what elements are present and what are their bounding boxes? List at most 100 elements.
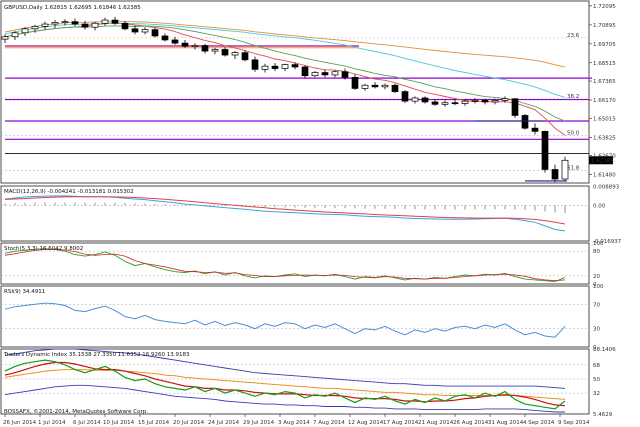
- bear-candle-body: [421, 97, 429, 103]
- candle: [281, 63, 289, 71]
- bull-candle-body: [261, 65, 269, 70]
- bear-candle-body: [481, 99, 489, 103]
- candle: [481, 98, 489, 105]
- bull-candle-body: [91, 22, 99, 28]
- price-axis: 1.72095 1.70895 1.69705 1.68515 1.67365 1.661…: [589, 4, 616, 179]
- ma-long-line: [4, 20, 566, 68]
- time-tick-label: 29 Jul 2014: [243, 420, 275, 426]
- bear-candle-body: [401, 91, 409, 102]
- price-tick-label: 1.61480: [593, 173, 616, 179]
- bull-candle-body: [51, 22, 59, 25]
- bear-candle-body: [81, 23, 89, 28]
- bear-candle-body: [341, 71, 349, 78]
- candle: [271, 62, 279, 71]
- bear-candle-body: [201, 45, 209, 52]
- bear-candle-body: [271, 65, 279, 69]
- time-tick-label: 12 Aug 2014: [348, 420, 384, 426]
- candlesticks: [1, 16, 569, 183]
- candle: [381, 83, 389, 90]
- candle: [151, 28, 159, 38]
- tdi-tick-label: 50: [593, 377, 600, 383]
- macd-title: MACD(12,26,9) -0.004241 -0.013181 0.0153…: [4, 189, 134, 195]
- candle: [61, 19, 69, 26]
- rsi-title: RSI(9) 34.4911: [4, 289, 45, 295]
- time-tick-label: 15 Jul 2014: [138, 420, 170, 426]
- tdi-axis: 88.1406 68 50 32 5.4629: [593, 347, 616, 418]
- time-tick-label: 31 Aug 2014: [488, 420, 524, 426]
- fib-tag: 23.6: [567, 33, 580, 39]
- price-tick-label: 1.67365: [593, 79, 616, 85]
- tdi-upper-band: [4, 348, 566, 389]
- current-price-box: [589, 156, 613, 165]
- bull-candle-body: [281, 64, 289, 69]
- stoch-frame: [0, 242, 590, 285]
- stochastic-pane[interactable]: Stoch(5,3,3) 16.6042 9.8002 100 80 20 0: [1, 241, 604, 288]
- candle: [551, 164, 559, 183]
- bull-candle-body: [101, 19, 109, 24]
- candle: [131, 25, 139, 35]
- price-tick-label: 1.65015: [593, 116, 616, 122]
- bear-candle-body: [531, 127, 539, 132]
- time-tick-label: 17 Aug 2014: [383, 420, 419, 426]
- candle: [251, 56, 259, 72]
- bear-candle-body: [301, 66, 309, 77]
- bear-candle-body: [551, 169, 559, 180]
- candle: [401, 90, 409, 103]
- candle: [81, 20, 89, 30]
- copyright-text: BOSSAFX, ©2001-2014, MetaQuotes Software…: [4, 408, 148, 415]
- candle: [441, 100, 449, 107]
- bear-candle-body: [221, 49, 229, 56]
- candle: [191, 43, 199, 50]
- stoch-signal-line: [4, 248, 566, 282]
- candle: [221, 47, 229, 57]
- bear-candle-body: [541, 130, 549, 170]
- bull-candle-body: [141, 29, 149, 33]
- macd-pane[interactable]: MACD(12,26,9) -0.004241 -0.013181 0.0153…: [1, 185, 622, 245]
- bull-candle-body: [331, 71, 339, 76]
- candle: [461, 99, 469, 106]
- fibonacci-lines: 23.6 38.2 50.0 61.8: [1, 33, 589, 171]
- time-tick-label: 1 Jul 2014: [38, 420, 66, 426]
- fib-tag: 61.8: [567, 165, 580, 171]
- rsi-series: [1, 302, 589, 338]
- price-tick-label: 1.70895: [593, 23, 616, 29]
- candle: [411, 96, 419, 104]
- time-tick-label: 3 Aug 2014: [278, 420, 310, 426]
- bear-candle-body: [131, 28, 139, 33]
- bear-candle-body: [171, 39, 179, 44]
- candle: [521, 113, 529, 130]
- time-tick-label: 7 Aug 2014: [313, 420, 345, 426]
- price-tick-label: 1.66170: [593, 98, 616, 104]
- candle: [301, 65, 309, 79]
- macd-tick-label: 0.00: [593, 203, 606, 209]
- bear-candle-body: [181, 42, 189, 47]
- bear-candle-body: [111, 19, 119, 24]
- candle: [351, 74, 359, 91]
- candle: [261, 63, 269, 73]
- candle: [431, 99, 439, 106]
- bear-candle-body: [71, 21, 79, 25]
- time-tick-label: 20 Jul 2014: [173, 420, 205, 426]
- candle: [361, 83, 369, 91]
- time-tick-label: 21 Aug 2014: [418, 420, 454, 426]
- tdi-pane[interactable]: Traders Dynamic Index 35.1538 27.3350 11…: [1, 347, 616, 418]
- bull-candle-body: [461, 100, 469, 104]
- rsi-tick-label: 70: [593, 302, 600, 308]
- rsi-line: [4, 302, 566, 338]
- tdi-tick-label: 32: [593, 391, 600, 397]
- candle: [291, 62, 299, 70]
- stoch-main-line: [4, 248, 566, 282]
- stochastic-axis: 100 80 20 0: [593, 241, 604, 288]
- price-tick-label: 1.63825: [593, 135, 616, 141]
- current-price-label: 1.62385: [591, 158, 614, 164]
- candle: [451, 98, 459, 106]
- rsi-pane[interactable]: RSI(9) 34.4911 100 70 30 0: [1, 284, 604, 351]
- fib-tag: 50.0: [567, 130, 580, 136]
- candle: [471, 97, 479, 104]
- bull-candle-body: [561, 159, 569, 180]
- time-tick-label: 26 Aug 2014: [453, 420, 489, 426]
- price-pane[interactable]: 23.6 38.2 50.0 61.8 GBPUSD,Daily 1.62815 1.…: [1, 4, 616, 183]
- main-frame: [0, 0, 590, 184]
- candle: [321, 69, 329, 78]
